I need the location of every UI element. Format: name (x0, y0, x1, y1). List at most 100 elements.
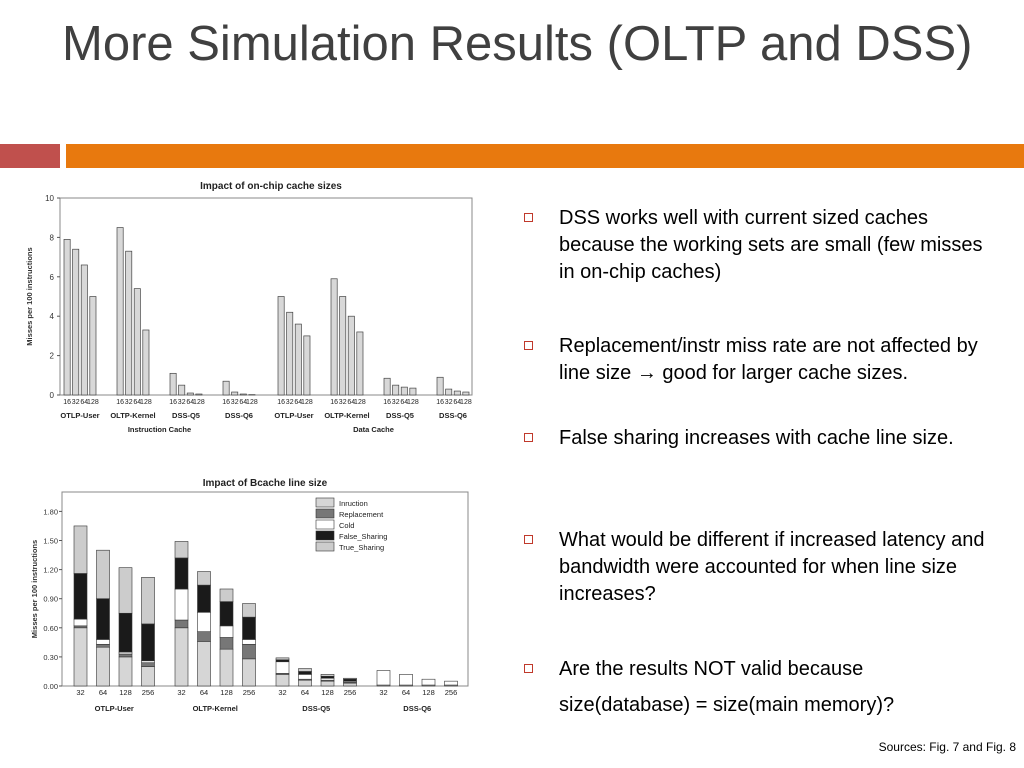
slide-title: More Simulation Results (OLTP and DSS) (62, 17, 973, 71)
x-tick-label: 32 (125, 399, 133, 406)
data-bar (330, 278, 338, 396)
stack-segment (197, 611, 211, 632)
stack-segment (174, 541, 189, 559)
chart-title: Impact of on-chip cache sizes (200, 181, 342, 192)
data-bar (409, 387, 417, 396)
workload-label: DSS-Q6 (225, 411, 253, 420)
stack-segment (343, 682, 357, 687)
stack-segment (96, 598, 110, 640)
stack-segment (219, 648, 234, 687)
stack-segment (174, 557, 189, 590)
data-bar (445, 388, 453, 396)
data-bar (462, 391, 470, 396)
bullet-continuation: size(database) = size(main memory)? (524, 692, 994, 719)
stack-segment (320, 680, 335, 687)
data-bar (356, 331, 364, 396)
stack-segment (242, 603, 256, 618)
x-tick-label: 64 (402, 688, 410, 697)
x-tick-label: 128 (460, 399, 472, 406)
x-tick-label: 128 (220, 688, 233, 697)
bullet-text: DSS works well with current sized caches… (559, 207, 983, 283)
data-bar (436, 376, 444, 396)
y-tick-label: 0.60 (43, 624, 58, 633)
x-tick-label: 64 (186, 399, 194, 406)
x-tick-label: 128 (246, 399, 258, 406)
x-tick-label: 128 (140, 399, 152, 406)
workload-label: DSS-Q6 (439, 411, 467, 420)
legend-swatch (315, 508, 335, 519)
stack-segment (141, 577, 155, 625)
x-tick-label: 64 (453, 399, 461, 406)
data-bar (392, 384, 400, 396)
stack-segment (96, 643, 110, 648)
stack-segment (73, 618, 88, 627)
y-tick-label: 0.30 (43, 653, 58, 662)
x-tick-label: 128 (422, 688, 435, 697)
stack-segment (73, 525, 88, 574)
y-tick-label: 6 (50, 273, 55, 282)
y-tick-label: 10 (45, 194, 54, 203)
x-tick-label: 128 (119, 688, 132, 697)
workload-label: OLTP-Kernel (324, 411, 369, 420)
x-tick-label: 16 (277, 399, 285, 406)
data-bar (294, 323, 302, 396)
line-size-chart: Impact of Bcache line size Misses per 100… (30, 478, 469, 713)
x-tick-label: 16 (222, 399, 230, 406)
bullet-item: False sharing increases with cache line … (524, 425, 994, 452)
x-tick-label: 32 (379, 688, 387, 697)
data-bar (222, 380, 230, 396)
data-bar (125, 250, 133, 396)
legend-swatch (315, 541, 335, 552)
x-tick-label: 256 (445, 688, 458, 697)
x-tick-label: 64 (133, 399, 141, 406)
x-tick-label: 128 (301, 399, 313, 406)
data-bar (186, 392, 194, 396)
stack-segment (399, 674, 413, 686)
x-tick-label: 16 (116, 399, 124, 406)
x-tick-label: 32 (177, 688, 185, 697)
bullet-item: What would be different if increased lat… (524, 527, 994, 608)
x-tick-label: 32 (339, 399, 347, 406)
y-axis-label: Misses per 100 instructions (30, 540, 39, 638)
stack-segment (275, 674, 290, 687)
stack-segment (174, 619, 189, 629)
bullet-square-icon (524, 664, 533, 673)
y-tick-label: 1.50 (43, 537, 58, 546)
bullet-text: Are the results NOT valid because (559, 658, 864, 680)
bullet-square-icon (524, 213, 533, 222)
workload-label: DSS-Q5 (172, 411, 200, 420)
stack-segment (298, 674, 312, 680)
workload-label: OTLP-User (60, 411, 99, 420)
x-tick-label: 32 (76, 688, 84, 697)
data-bar (347, 315, 355, 396)
y-tick-label: 0 (50, 391, 55, 400)
stack-segment (242, 643, 256, 660)
stack-segment (444, 680, 458, 686)
legend-label: Replacement (339, 510, 384, 519)
stack-segment (197, 571, 211, 586)
data-bar (116, 227, 124, 396)
data-bar (383, 377, 391, 396)
stack-segment (421, 678, 436, 686)
x-tick-label: 16 (169, 399, 177, 406)
stack-segment (118, 567, 133, 614)
stack-segment (197, 641, 211, 687)
bullet-square-icon (524, 535, 533, 544)
stack-segment (298, 671, 312, 675)
stack-segment (242, 658, 256, 687)
data-bar (231, 391, 239, 396)
x-tick-label: 32 (445, 399, 453, 406)
y-tick-label: 8 (50, 233, 55, 242)
cache-group-label: Data Cache (353, 425, 394, 434)
legend-swatch (315, 530, 335, 541)
legend-swatch (315, 519, 335, 530)
stack-segment (141, 623, 155, 662)
stack-segment (197, 584, 211, 613)
y-tick-label: 0.90 (43, 595, 58, 604)
stack-segment (96, 549, 110, 599)
x-tick-label: 32 (286, 399, 294, 406)
x-tick-label: 32 (278, 688, 286, 697)
data-bar (239, 393, 247, 396)
legend-label: Inruction (339, 499, 368, 508)
legend-label: True_Sharing (339, 543, 384, 552)
